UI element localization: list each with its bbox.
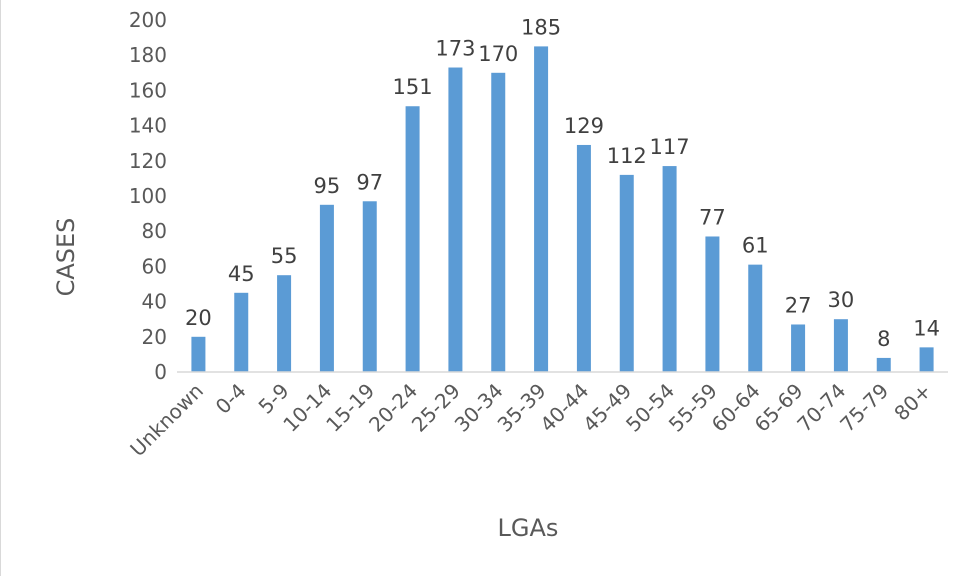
y-tick-label: 160 xyxy=(129,78,167,102)
x-tick-label: 70-74 xyxy=(792,379,850,437)
data-label: 95 xyxy=(314,174,341,198)
x-tick-label: 50-54 xyxy=(621,379,679,437)
y-tick-label: 20 xyxy=(142,325,167,349)
y-axis-title: CASES xyxy=(52,218,80,297)
bar xyxy=(705,236,720,372)
data-label: 8 xyxy=(877,327,890,351)
x-tick-label: 60-64 xyxy=(707,379,765,437)
y-tick-label: 80 xyxy=(142,219,167,243)
y-tick-label: 0 xyxy=(154,360,167,384)
data-label: 117 xyxy=(650,135,690,159)
bar xyxy=(662,166,677,372)
bar xyxy=(576,144,591,372)
bar xyxy=(191,336,206,372)
y-tick-labels: 0 20 40 60 80 100 120 140 160 180 200 xyxy=(129,8,167,384)
x-tick-label: 55-59 xyxy=(664,379,722,437)
y-tick-label: 40 xyxy=(142,290,167,314)
bar xyxy=(448,67,463,373)
bar xyxy=(534,46,549,373)
bar xyxy=(876,357,891,372)
x-axis-title: LGAs xyxy=(498,514,559,542)
data-label: 77 xyxy=(699,205,726,229)
x-tick-label: 35-39 xyxy=(493,379,551,437)
x-tick-label: 40-44 xyxy=(535,379,593,437)
bar xyxy=(319,204,334,372)
data-label: 30 xyxy=(828,288,855,312)
bar xyxy=(277,275,292,372)
x-tick-label: 65-69 xyxy=(750,379,808,437)
bar xyxy=(362,201,377,372)
data-label: 129 xyxy=(564,114,604,138)
x-tick-label: Unknown xyxy=(125,379,208,462)
bar xyxy=(748,264,763,372)
y-tick-label: 120 xyxy=(129,149,167,173)
data-label: 27 xyxy=(785,293,812,317)
data-label: 61 xyxy=(742,234,769,258)
data-label: 185 xyxy=(521,15,561,39)
data-label: 173 xyxy=(435,37,475,61)
data-label: 97 xyxy=(356,170,383,194)
x-tick-label: 75-79 xyxy=(835,379,893,437)
y-tick-label: 60 xyxy=(142,254,167,278)
bar xyxy=(234,292,249,372)
x-tick-label: 15-19 xyxy=(321,379,379,437)
x-tick-label: 10-14 xyxy=(278,379,336,437)
bar xyxy=(833,319,848,372)
x-tick-label: 25-29 xyxy=(407,379,465,437)
bars xyxy=(191,46,934,373)
x-tick-label: 30-34 xyxy=(450,379,508,437)
data-label: 20 xyxy=(185,306,212,330)
data-label: 151 xyxy=(393,75,433,99)
x-tick-labels: Unknown 0-4 5-910-1415-1920-2425-2930-3435… xyxy=(125,379,936,462)
bar xyxy=(405,106,420,373)
data-label: 55 xyxy=(271,244,298,268)
bar xyxy=(791,324,806,372)
x-tick-label: 80+ xyxy=(889,379,936,426)
y-tick-label: 100 xyxy=(129,184,167,208)
bar xyxy=(619,174,634,372)
x-tick-label: 45-49 xyxy=(578,379,636,437)
y-tick-label: 140 xyxy=(129,114,167,138)
data-label: 45 xyxy=(228,262,255,286)
bar xyxy=(919,347,934,372)
data-label: 112 xyxy=(607,144,647,168)
bar xyxy=(491,72,506,373)
y-tick-label: 180 xyxy=(129,43,167,67)
data-label: 14 xyxy=(913,316,940,340)
data-label: 170 xyxy=(478,42,518,66)
x-tick-label: 0-4 xyxy=(211,379,251,419)
y-tick-label: 200 xyxy=(129,8,167,32)
x-tick-label: 20-24 xyxy=(364,379,422,437)
